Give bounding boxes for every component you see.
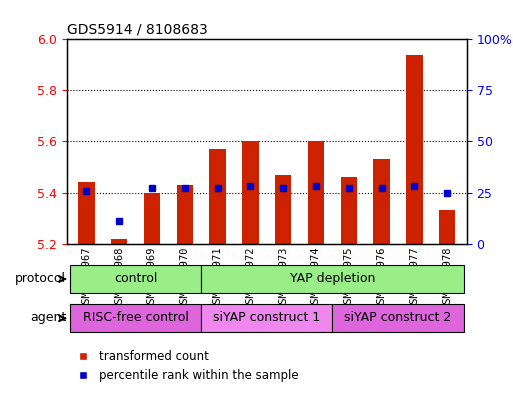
- Bar: [78, 182, 94, 244]
- Text: siYAP construct 1: siYAP construct 1: [213, 311, 321, 324]
- Text: control: control: [114, 272, 157, 285]
- Bar: [144, 193, 160, 244]
- Bar: [439, 211, 456, 244]
- Legend: transformed count, percentile rank within the sample: transformed count, percentile rank withi…: [73, 346, 303, 387]
- Bar: [275, 175, 291, 244]
- Text: siYAP construct 2: siYAP construct 2: [344, 311, 451, 324]
- FancyBboxPatch shape: [70, 265, 201, 293]
- FancyBboxPatch shape: [332, 304, 464, 332]
- Bar: [406, 55, 423, 244]
- Text: RISC-free control: RISC-free control: [83, 311, 188, 324]
- Bar: [308, 141, 324, 244]
- Bar: [111, 239, 127, 244]
- FancyBboxPatch shape: [201, 304, 332, 332]
- Bar: [242, 141, 259, 244]
- FancyBboxPatch shape: [201, 265, 464, 293]
- Text: protocol: protocol: [15, 272, 66, 285]
- Bar: [176, 185, 193, 244]
- Bar: [209, 149, 226, 244]
- Bar: [373, 160, 390, 244]
- Text: agent: agent: [30, 311, 66, 324]
- Bar: [341, 177, 357, 244]
- Text: GDS5914 / 8108683: GDS5914 / 8108683: [67, 23, 207, 37]
- Text: YAP depletion: YAP depletion: [290, 272, 375, 285]
- FancyBboxPatch shape: [70, 304, 201, 332]
